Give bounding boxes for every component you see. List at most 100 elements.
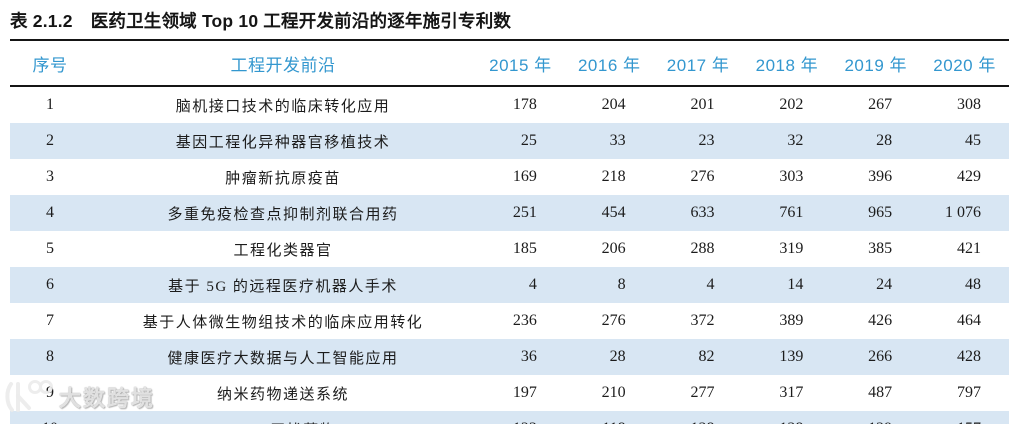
year-value-cell: 139 bbox=[779, 348, 804, 365]
year-value-cell: 23 bbox=[698, 132, 715, 149]
year-value-cell: 426 bbox=[868, 312, 893, 329]
header-cell-year-2016: 2016 年 bbox=[564, 41, 654, 87]
year-value-cell: 178 bbox=[512, 96, 537, 113]
year-value-cell: 428 bbox=[957, 348, 981, 365]
table-header-row: 序号 工程开发前沿 2015 年 2016 年 2017 年 2018 年 20… bbox=[10, 41, 1009, 87]
year-value-cell: 487 bbox=[868, 384, 893, 401]
year-value-cell: 761 bbox=[779, 204, 804, 221]
year-value-cell: 118 bbox=[565, 411, 654, 424]
table-row: 3 肿瘤新抗原疫苗 169 218 276 303 396 429 bbox=[10, 159, 1009, 195]
row-index-cell: 5 bbox=[46, 240, 54, 257]
table-row: 8 健康医疗大数据与人工智能应用 36 28 82 139 266 428 bbox=[10, 339, 1009, 375]
table-row: 7 基于人体微生物组技术的临床应用转化 236 276 372 389 426 464 bbox=[10, 303, 1009, 339]
year-value-cell: 319 bbox=[779, 240, 804, 257]
year-value-cell: 197 bbox=[512, 384, 537, 401]
year-value-cell: 965 bbox=[868, 204, 893, 221]
row-index-cell: 8 bbox=[46, 348, 54, 365]
table-header: 序号 工程开发前沿 2015 年 2016 年 2017 年 2018 年 20… bbox=[10, 41, 1009, 87]
row-index-cell: 7 bbox=[46, 312, 54, 329]
year-value-cell: 48 bbox=[965, 276, 981, 293]
table-row: 9 纳米药物递送系统 197 210 277 317 487 797 bbox=[10, 375, 1009, 411]
table-row: 6 基于 5G 的远程医疗机器人手术 4 8 4 14 24 48 bbox=[10, 267, 1009, 303]
year-value-cell: 385 bbox=[868, 240, 893, 257]
patent-citations-table: 序号 工程开发前沿 2015 年 2016 年 2017 年 2018 年 20… bbox=[10, 41, 1009, 424]
year-value-cell: 169 bbox=[512, 168, 537, 185]
year-value-cell: 157 bbox=[920, 411, 1009, 424]
year-value-cell: 24 bbox=[876, 276, 893, 293]
table-row: 2 基因工程化异种器官移植技术 25 33 23 32 28 45 bbox=[10, 123, 1009, 159]
year-value-cell: 372 bbox=[690, 312, 715, 329]
row-index-cell: 10 bbox=[10, 411, 90, 424]
year-value-cell: 185 bbox=[512, 240, 537, 257]
header-cell-year-2017: 2017 年 bbox=[653, 41, 743, 87]
row-index-cell: 2 bbox=[46, 132, 54, 149]
year-value-cell: 138 bbox=[742, 411, 831, 424]
table-row: 10RNA 干扰药物123118138138129157 bbox=[10, 411, 1009, 424]
front-name-cell: 纳米药物递送系统 bbox=[216, 386, 349, 403]
year-value-cell: 276 bbox=[601, 312, 626, 329]
table-row: 5 工程化类器官 185 206 288 319 385 421 bbox=[10, 231, 1009, 267]
year-value-cell: 429 bbox=[957, 168, 981, 185]
year-value-cell: 267 bbox=[868, 96, 893, 113]
year-value-cell: 251 bbox=[512, 204, 537, 221]
year-value-cell: 1 076 bbox=[945, 204, 981, 221]
header-cell-year-2019: 2019 年 bbox=[831, 41, 921, 87]
year-value-cell: 25 bbox=[520, 132, 537, 149]
year-value-cell: 33 bbox=[609, 132, 626, 149]
year-value-cell: 138 bbox=[654, 411, 743, 424]
year-value-cell: 276 bbox=[690, 168, 715, 185]
year-value-cell: 4 bbox=[528, 276, 537, 293]
row-index-cell: 3 bbox=[46, 168, 54, 185]
year-value-cell: 28 bbox=[609, 348, 626, 365]
year-value-cell: 218 bbox=[601, 168, 626, 185]
year-value-cell: 389 bbox=[779, 312, 804, 329]
year-value-cell: 4 bbox=[706, 276, 715, 293]
year-value-cell: 206 bbox=[601, 240, 626, 257]
row-index-cell: 6 bbox=[46, 276, 54, 293]
year-value-cell: 308 bbox=[957, 96, 981, 113]
year-value-cell: 82 bbox=[698, 348, 715, 365]
year-value-cell: 8 bbox=[617, 276, 626, 293]
front-name-cell: 多重免疫检查点抑制剂联合用药 bbox=[167, 206, 399, 223]
header-cell-year-2015: 2015 年 bbox=[476, 41, 565, 87]
front-name-cell: 基于人体微生物组技术的临床应用转化 bbox=[142, 314, 424, 331]
front-name-cell: 基于 5G 的远程医疗机器人手术 bbox=[168, 278, 398, 295]
year-value-cell: 123 bbox=[476, 411, 565, 424]
year-value-cell: 28 bbox=[876, 132, 893, 149]
year-value-cell: 464 bbox=[957, 312, 981, 329]
header-cell-year-2020: 2020 年 bbox=[920, 41, 1009, 87]
header-cell-front: 工程开发前沿 bbox=[90, 41, 476, 87]
year-value-cell: 45 bbox=[965, 132, 981, 149]
year-value-cell: 454 bbox=[601, 204, 626, 221]
table-body: 1 脑机接口技术的临床转化应用 178 204 201 202 267 308 2 基因工程化异种… bbox=[10, 86, 1009, 424]
year-value-cell: 14 bbox=[787, 276, 804, 293]
year-value-cell: 633 bbox=[690, 204, 715, 221]
year-value-cell: 396 bbox=[868, 168, 893, 185]
year-value-cell: 288 bbox=[690, 240, 715, 257]
front-name-cell: 脑机接口技术的临床转化应用 bbox=[175, 98, 391, 115]
year-value-cell: 277 bbox=[690, 384, 715, 401]
year-value-cell: 421 bbox=[957, 240, 981, 257]
year-value-cell: 204 bbox=[601, 96, 626, 113]
front-name-cell: 肿瘤新抗原疫苗 bbox=[225, 170, 341, 187]
year-value-cell: 303 bbox=[779, 168, 804, 185]
front-name-cell: 基因工程化异种器官移植技术 bbox=[175, 134, 391, 151]
row-index-cell: 4 bbox=[46, 204, 54, 221]
year-value-cell: 797 bbox=[957, 384, 981, 401]
front-name-cell: 工程化类器官 bbox=[233, 242, 333, 259]
table-caption-number: 表 2.1.2 bbox=[10, 11, 73, 31]
year-value-cell: 201 bbox=[690, 96, 715, 113]
year-value-cell: 202 bbox=[779, 96, 804, 113]
table-caption: 表 2.1.2 医药卫生领域 Top 10 工程开发前沿的逐年施引专利数 bbox=[10, 5, 1009, 41]
year-value-cell: 317 bbox=[779, 384, 804, 401]
front-name-cell: 健康医疗大数据与人工智能应用 bbox=[167, 350, 399, 367]
year-value-cell: 129 bbox=[831, 411, 920, 424]
table-row: 1 脑机接口技术的临床转化应用 178 204 201 202 267 308 bbox=[10, 86, 1009, 123]
table-row: 4 多重免疫检查点抑制剂联合用药 251 454 633 761 965 1 076 bbox=[10, 195, 1009, 231]
year-value-cell: 210 bbox=[601, 384, 626, 401]
header-cell-index: 序号 bbox=[10, 41, 90, 87]
year-value-cell: 32 bbox=[787, 132, 804, 149]
header-cell-year-2018: 2018 年 bbox=[742, 41, 832, 87]
year-value-cell: 266 bbox=[868, 348, 893, 365]
